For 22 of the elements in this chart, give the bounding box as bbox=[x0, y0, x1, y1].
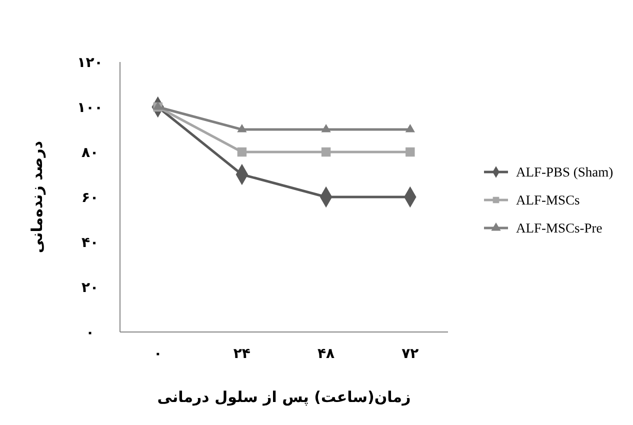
y-tick-label: ۴۰ bbox=[81, 234, 99, 251]
y-tick-label: ۰ bbox=[86, 324, 94, 341]
legend-label: ALF-PBS (Sham) bbox=[516, 164, 614, 180]
y-tick-label: ۲۰ bbox=[81, 280, 99, 296]
y-axis-title: درصد زنده‌مانی bbox=[28, 140, 46, 254]
point bbox=[237, 147, 247, 157]
y-tick-label: ۱۲۰ bbox=[77, 54, 103, 71]
point bbox=[321, 124, 331, 132]
point bbox=[405, 124, 415, 132]
y-tick-label: ۱۰۰ bbox=[77, 100, 103, 116]
point bbox=[406, 147, 415, 157]
legend-label: ALF-MSCs bbox=[516, 192, 580, 208]
legend-label: ALF-MSCs-Pre bbox=[516, 220, 602, 236]
x-axis-title: زمان(ساعت) پس از سلول درمانی bbox=[157, 388, 411, 406]
y-tick-label: ۶۰ bbox=[81, 190, 99, 206]
x-tick-label: ۴۸ bbox=[318, 346, 336, 362]
y-tick-label: ۸۰ bbox=[81, 144, 99, 161]
x-tick-label: ۲۴ bbox=[233, 346, 251, 362]
x-tick-label: ۷۲ bbox=[402, 346, 420, 362]
point bbox=[321, 147, 331, 157]
point bbox=[237, 124, 247, 132]
x-tick-label: ۰ bbox=[154, 346, 162, 362]
